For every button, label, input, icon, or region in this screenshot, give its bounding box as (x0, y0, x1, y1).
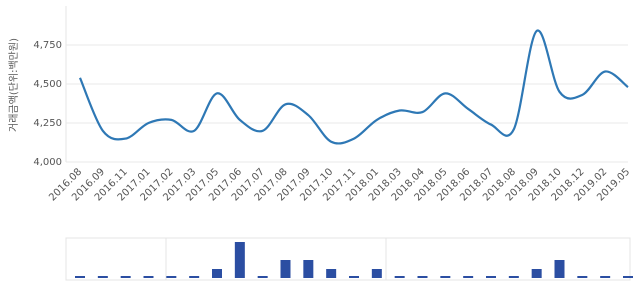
volume-bar (120, 276, 131, 278)
volume-bar (166, 276, 177, 278)
volume-bar (75, 276, 85, 278)
y-tick-label: 4,500 (33, 79, 62, 90)
volume-bar (189, 276, 200, 278)
volume-bar (349, 276, 359, 278)
volume-bar (143, 276, 154, 278)
volume-bar (577, 276, 588, 278)
volume-bar (257, 276, 268, 278)
volume-bar (508, 276, 519, 278)
y-tick-label: 4,750 (33, 40, 62, 51)
volume-frame (65, 237, 631, 281)
volume-bar (371, 269, 382, 278)
volume-bar (600, 276, 611, 278)
volume-bar (531, 269, 542, 278)
volume-bar (394, 276, 405, 278)
price-line (78, 29, 629, 145)
volume-bar (303, 260, 314, 278)
volume-bar (326, 269, 337, 278)
y-tick-label: 4,000 (33, 157, 62, 168)
volume-bar (554, 260, 565, 278)
volume-bar (97, 276, 108, 278)
volume-bar (234, 242, 245, 278)
volume-bar (623, 276, 633, 278)
volume-bar (486, 276, 496, 278)
y-tick-label: 4,250 (33, 118, 62, 129)
y-axis-label: 거래금액(단위:백만원) (7, 38, 20, 132)
volume-bar (280, 260, 291, 278)
volume-bar (440, 276, 451, 278)
volume-bar (417, 276, 428, 278)
volume-bar (463, 276, 474, 278)
volume-bar (212, 269, 222, 278)
